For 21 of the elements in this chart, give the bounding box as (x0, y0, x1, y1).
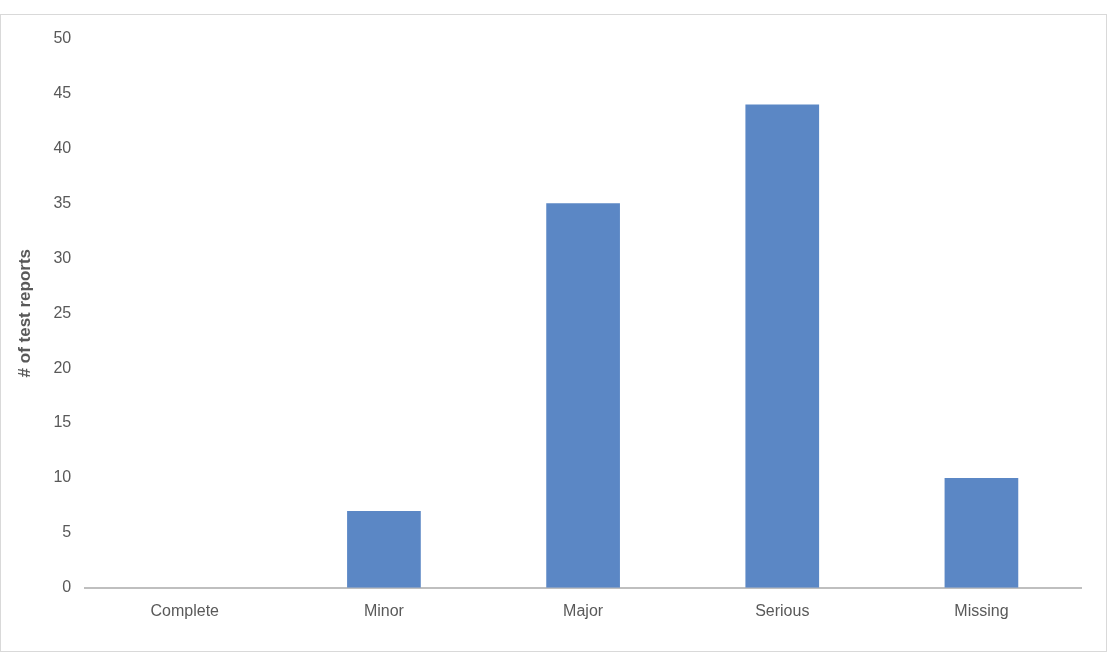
y-tick-label: 30 (53, 248, 72, 266)
bar (745, 104, 820, 588)
x-tick-label: Major (563, 601, 604, 619)
x-tick-label: Complete (150, 601, 220, 619)
y-tick-label: 0 (62, 578, 72, 596)
y-tick-label: 10 (53, 468, 72, 486)
y-tick-label: 25 (53, 303, 72, 321)
y-tick-label: 20 (53, 358, 72, 376)
y-tick-label: 15 (53, 413, 72, 431)
y-axis-title: # of test reports (14, 248, 34, 378)
y-tick-label: 40 (53, 138, 72, 156)
bar (347, 510, 421, 588)
x-tick-label: Serious (755, 601, 810, 619)
bar (546, 203, 620, 588)
bar (944, 477, 1019, 588)
y-tick-label: 5 (62, 523, 72, 541)
x-tick-label: Missing (954, 601, 1009, 619)
y-tick-label: 35 (53, 193, 72, 211)
y-tick-label: 45 (53, 83, 72, 101)
x-tick-label: Minor (363, 601, 405, 619)
y-tick-label: 50 (53, 29, 72, 47)
